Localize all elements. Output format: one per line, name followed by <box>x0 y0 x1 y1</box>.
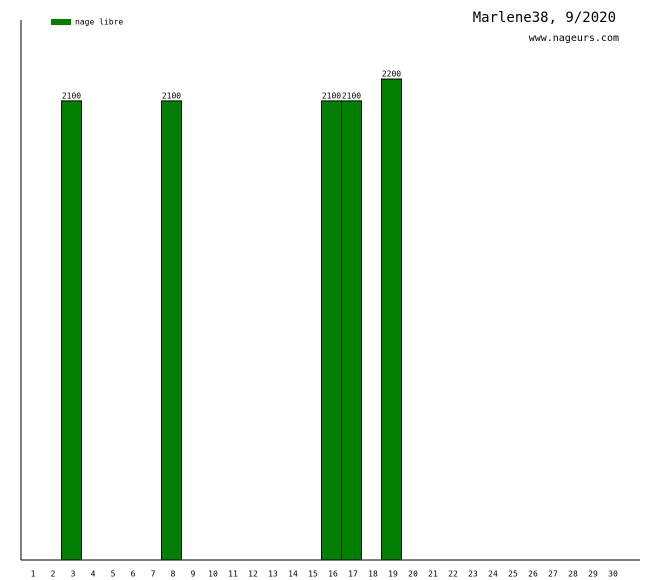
x-tick-label: 18 <box>368 570 378 579</box>
x-tick-label: 27 <box>548 570 558 579</box>
x-tick-label: 22 <box>448 570 458 579</box>
x-tick-label: 28 <box>568 570 578 579</box>
x-tick-label: 7 <box>151 570 156 579</box>
value-label: 2200 <box>382 70 401 79</box>
bar <box>161 100 182 561</box>
x-tick-label: 23 <box>468 570 478 579</box>
x-tick-label: 9 <box>191 570 196 579</box>
x-tick-label: 15 <box>308 570 318 579</box>
x-tick-label: 4 <box>91 570 96 579</box>
x-tick-label: 6 <box>131 570 136 579</box>
chart-title: Marlene38, 9/2020 <box>473 10 616 26</box>
bar <box>321 100 342 561</box>
x-tick-label: 30 <box>608 570 618 579</box>
x-tick-label: 2 <box>51 570 56 579</box>
x-tick-label: 12 <box>248 570 258 579</box>
x-tick-label: 14 <box>288 570 298 579</box>
value-label: 2100 <box>62 91 81 100</box>
x-tick-label: 10 <box>208 570 218 579</box>
bar <box>61 100 82 561</box>
legend-swatch <box>51 19 71 25</box>
x-tick-label: 19 <box>388 570 398 579</box>
x-tick-label: 5 <box>111 570 116 579</box>
x-tick-label: 1 <box>31 570 36 579</box>
x-tick-label: 21 <box>428 570 438 579</box>
x-tick-label: 17 <box>348 570 358 579</box>
value-label: 2100 <box>162 91 181 100</box>
x-tick-label: 8 <box>171 570 176 579</box>
x-tick-label: 26 <box>528 570 538 579</box>
value-label: 2100 <box>322 91 341 100</box>
x-tick-label: 13 <box>268 570 278 579</box>
x-tick-label: 25 <box>508 570 518 579</box>
chart-subtitle: www.nageurs.com <box>529 33 619 44</box>
x-tick-label: 20 <box>408 570 418 579</box>
x-tick-label: 24 <box>488 570 498 579</box>
bar <box>341 100 362 561</box>
value-label: 2100 <box>342 91 361 100</box>
x-tick-label: 29 <box>588 570 598 579</box>
x-tick-label: 16 <box>328 570 338 579</box>
bar <box>381 78 402 561</box>
x-tick-label: 3 <box>71 570 76 579</box>
legend-label: nage libre <box>75 18 123 27</box>
x-tick-label: 11 <box>228 570 238 579</box>
